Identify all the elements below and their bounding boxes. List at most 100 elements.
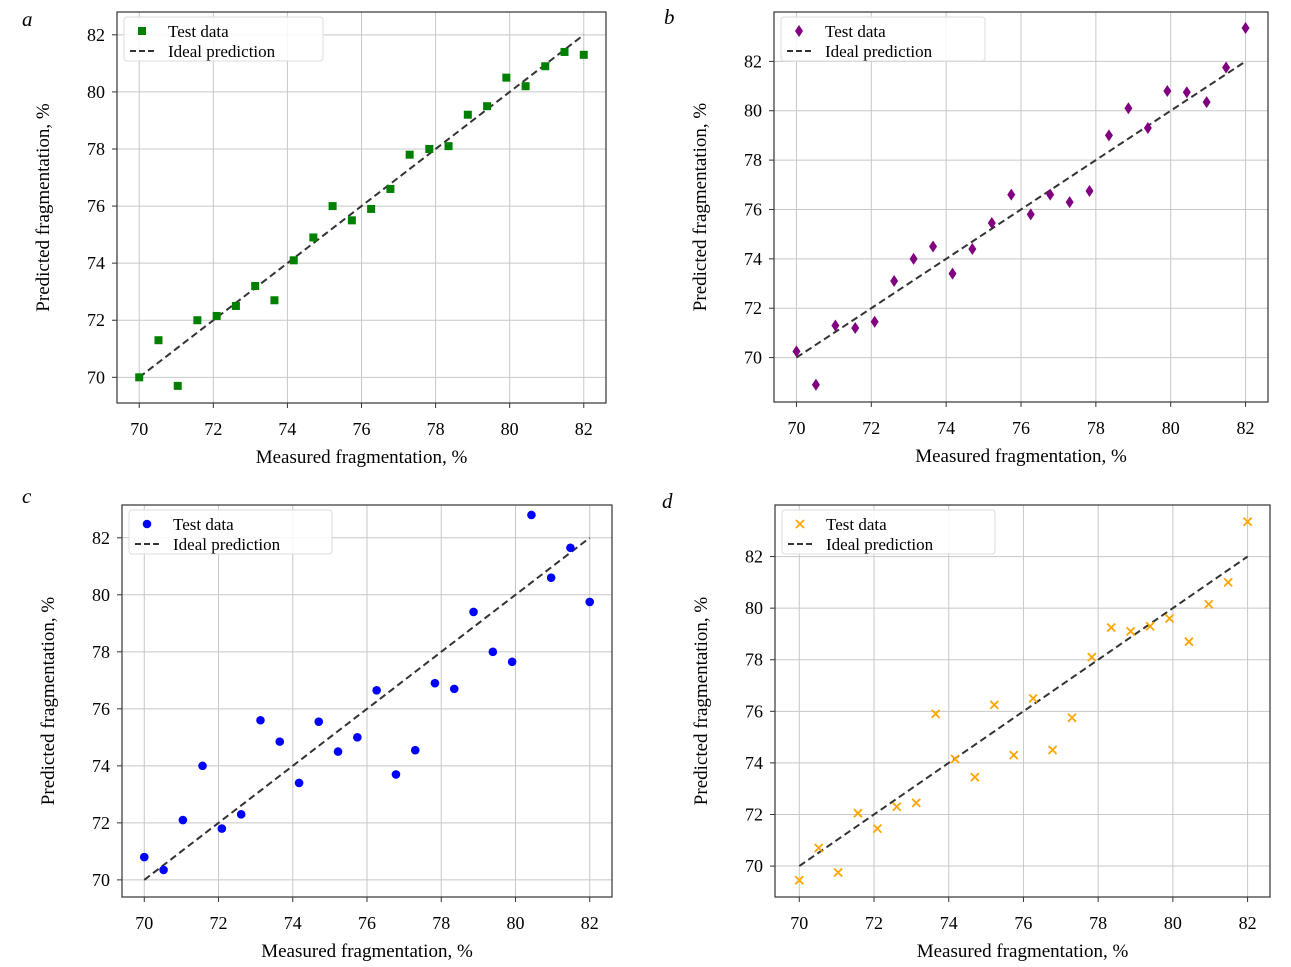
test-data-point	[1087, 652, 1097, 662]
x-tick-label: 80	[1164, 913, 1182, 933]
test-data-point	[328, 202, 337, 211]
legend-label-ideal-prediction: Ideal prediction	[168, 42, 276, 61]
test-data-point	[1242, 517, 1253, 527]
test-data-point	[968, 242, 977, 255]
test-data-point	[1204, 599, 1214, 609]
legend-label-test-data: Test data	[173, 515, 234, 534]
test-data-point	[1163, 84, 1172, 97]
x-tick-label: 74	[937, 418, 955, 438]
test-data-point	[1124, 102, 1133, 115]
panel-label: c	[22, 484, 32, 508]
test-data-point	[488, 647, 498, 657]
test-data-point	[892, 802, 902, 812]
ideal-prediction-line	[143, 536, 591, 881]
y-tick-label: 82	[744, 51, 762, 71]
y-tick-label: 80	[745, 598, 763, 618]
panel-c: 70 72 74 76 78 80 82 70 72 74 76 78 80 82 Measured fra…	[22, 484, 613, 962]
test-data-point	[449, 684, 459, 694]
ideal-prediction-line	[795, 60, 1247, 359]
test-data-point	[794, 875, 804, 885]
test-data-point	[270, 296, 279, 305]
test-data-point	[198, 761, 207, 771]
test-data-point	[386, 184, 395, 193]
y-axis-label: Predicted fragmentation, %	[38, 597, 59, 806]
test-data-point	[178, 815, 188, 825]
legend-marker-test-data	[795, 519, 805, 529]
legend-marker-test-data	[138, 27, 146, 35]
legend-marker-test-data	[795, 25, 803, 37]
x-tick-label: 78	[1089, 913, 1107, 933]
test-data-point	[159, 865, 168, 875]
test-data-point	[870, 315, 879, 328]
y-tick-label: 76	[745, 701, 763, 721]
legend-box	[128, 509, 333, 555]
test-data-point	[970, 772, 980, 782]
x-tick-label: 70	[790, 913, 808, 933]
x-axis-label: Measured fragmentation, %	[915, 446, 1127, 467]
y-tick-label: 70	[92, 870, 110, 890]
legend-label-test-data: Test data	[826, 515, 887, 534]
x-tick-label: 78	[432, 913, 450, 933]
test-data-point	[469, 607, 478, 617]
x-tick-label: 82	[1239, 913, 1257, 933]
x-tick-label: 76	[1012, 418, 1030, 438]
test-data-point	[1106, 622, 1116, 633]
test-data-point	[294, 778, 304, 788]
test-data-point	[1067, 713, 1077, 723]
ideal-prediction-line	[138, 34, 585, 379]
test-data-point	[139, 852, 149, 862]
y-tick-label: 74	[87, 253, 105, 273]
y-tick-label: 80	[744, 101, 762, 121]
x-tick-label: 80	[1162, 418, 1180, 438]
test-data-point	[1184, 637, 1194, 647]
test-data-point	[217, 824, 227, 833]
x-tick-label: 80	[506, 913, 524, 933]
test-data-point	[173, 381, 182, 390]
y-tick-label: 78	[87, 139, 105, 159]
test-data-point	[792, 345, 801, 358]
test-data-point	[502, 73, 511, 82]
test-data-point	[987, 217, 996, 230]
test-data-point	[372, 686, 381, 695]
panel-b: 70 72 74 76 78 80 82 70 72 74 76 78 80 82 Measured fra…	[664, 5, 1269, 467]
test-data-point	[236, 810, 246, 819]
panel-label: d	[662, 489, 673, 513]
test-data-point	[1241, 22, 1250, 35]
y-tick-label: 70	[744, 348, 762, 368]
test-data-point	[585, 597, 595, 607]
test-data-point	[1028, 693, 1038, 704]
test-data-point	[831, 319, 840, 332]
x-tick-label: 76	[1014, 913, 1032, 933]
test-data-point	[1126, 626, 1136, 637]
test-data-point	[1046, 188, 1055, 201]
test-data-point	[911, 798, 921, 808]
legend-label-ideal-prediction: Ideal prediction	[173, 535, 281, 554]
test-data-point	[1202, 96, 1211, 109]
x-tick-label: 82	[575, 419, 593, 439]
x-tick-label: 76	[353, 419, 371, 439]
y-tick-label: 78	[745, 650, 763, 670]
test-data-point	[430, 678, 440, 688]
test-data-point	[410, 745, 420, 755]
x-axis-label: Measured fragmentation, %	[256, 447, 468, 468]
panel-label: a	[22, 7, 33, 31]
test-data-point	[289, 256, 298, 265]
legend-label-ideal-prediction: Ideal prediction	[826, 535, 934, 554]
test-data-point	[1143, 122, 1152, 135]
y-tick-label: 70	[87, 367, 105, 387]
panel-label: b	[664, 5, 675, 29]
test-data-point	[853, 808, 863, 818]
x-tick-label: 76	[358, 913, 376, 933]
x-tick-label: 82	[581, 913, 599, 933]
test-data-point	[814, 843, 824, 853]
test-data-point	[948, 267, 957, 280]
x-tick-label: 72	[862, 418, 880, 438]
test-data-point	[811, 378, 820, 391]
legend-box	[780, 16, 986, 62]
y-axis-label: Predicted fragmentation, %	[691, 597, 712, 806]
test-data-point	[579, 50, 588, 59]
x-axis-label: Measured fragmentation, %	[261, 941, 473, 962]
